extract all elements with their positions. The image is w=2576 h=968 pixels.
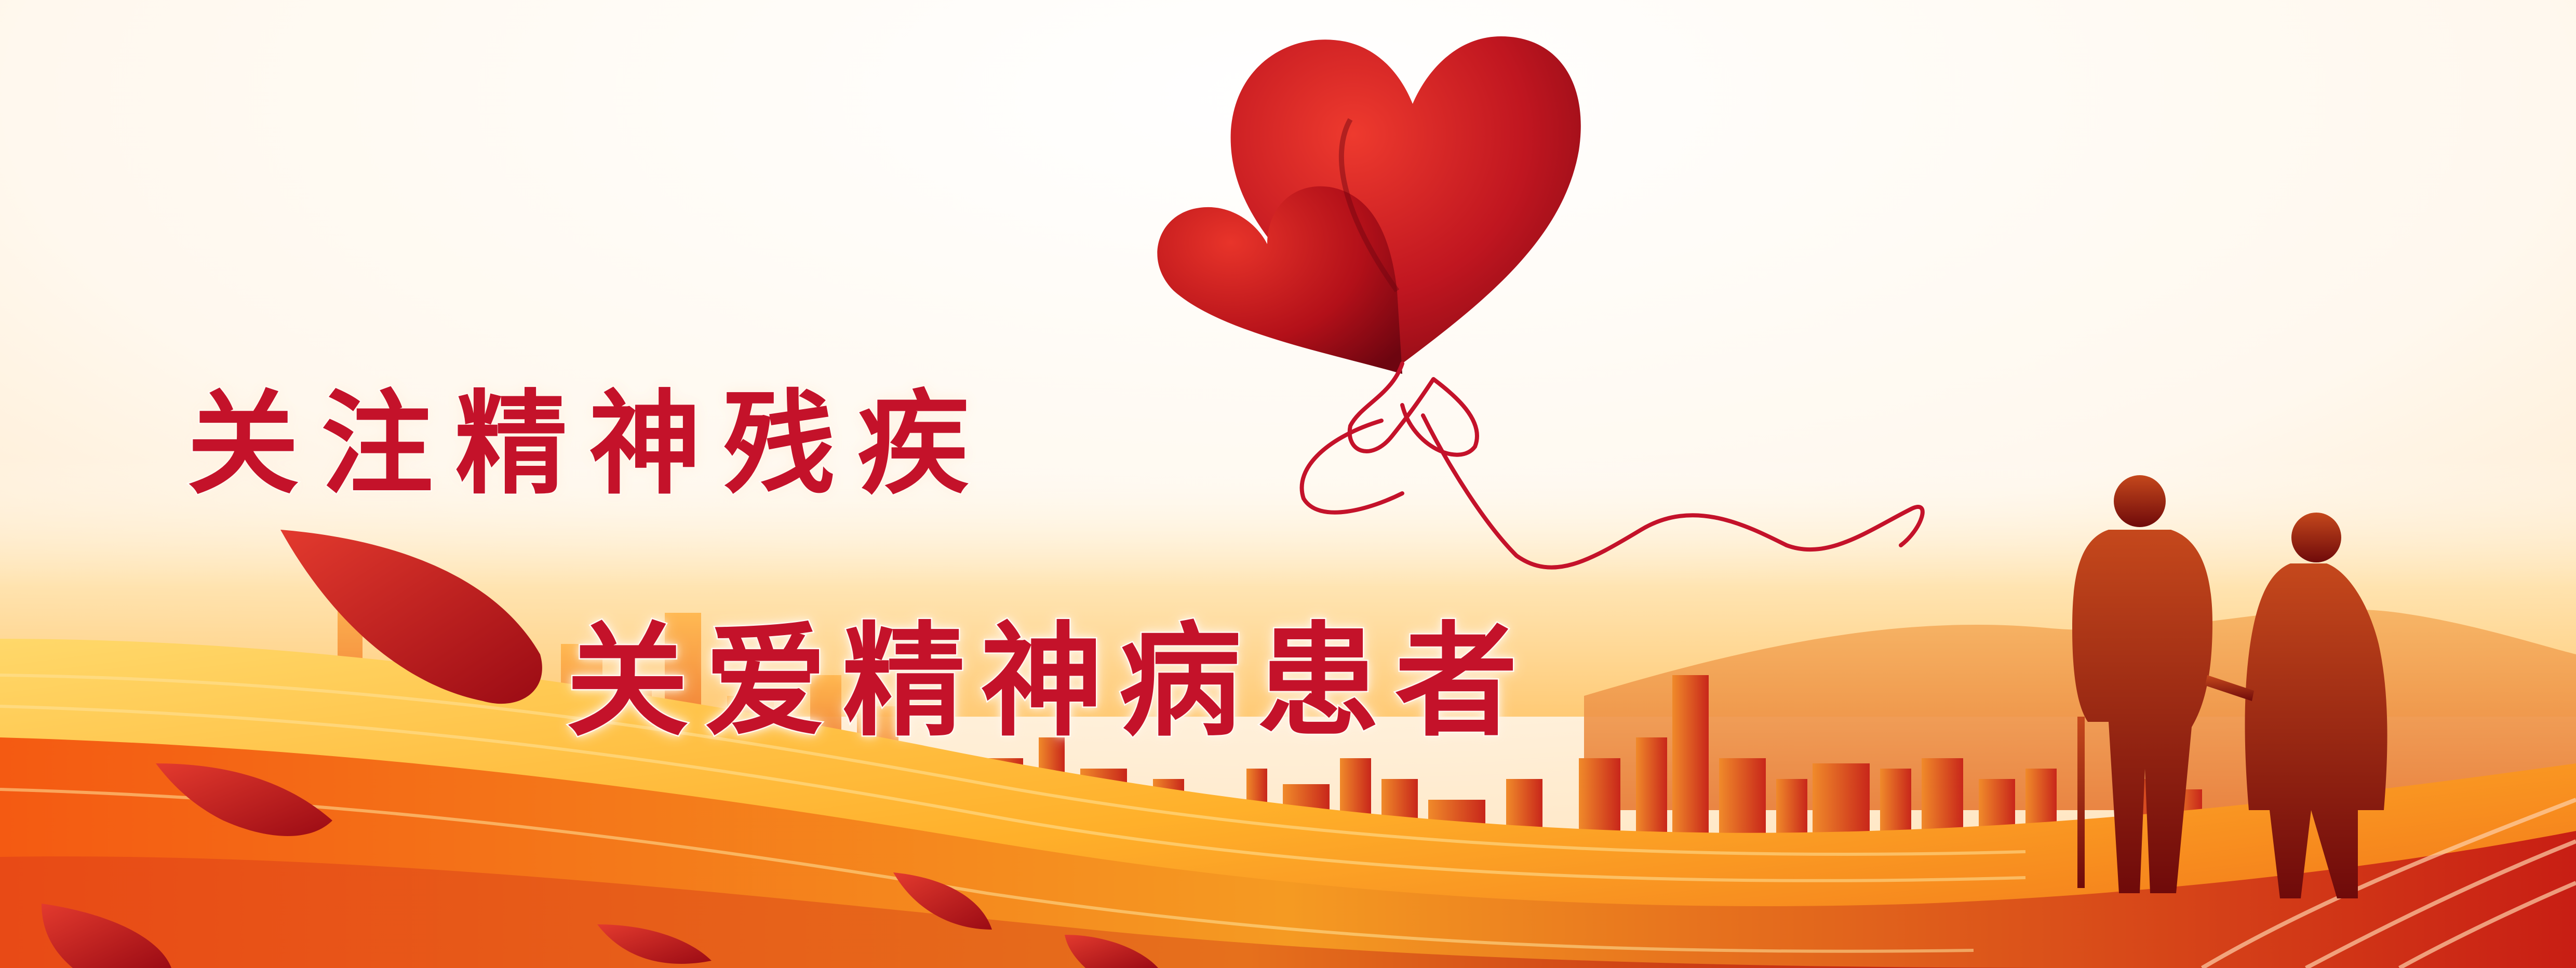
slogan-line-2: 关爱精神病患者 [565,609,1534,755]
wave-streaks [0,674,2026,953]
slogan-line-1: 关注精神残疾 [185,378,991,511]
wave-front [0,856,2077,968]
right-road-streaks [2201,798,2576,968]
heart-balloon-icon [1157,36,1925,570]
balloon-ribbon [1299,361,1925,570]
elderly-couple-silhouette-icon [2072,475,2387,898]
red-petals [42,530,1158,968]
